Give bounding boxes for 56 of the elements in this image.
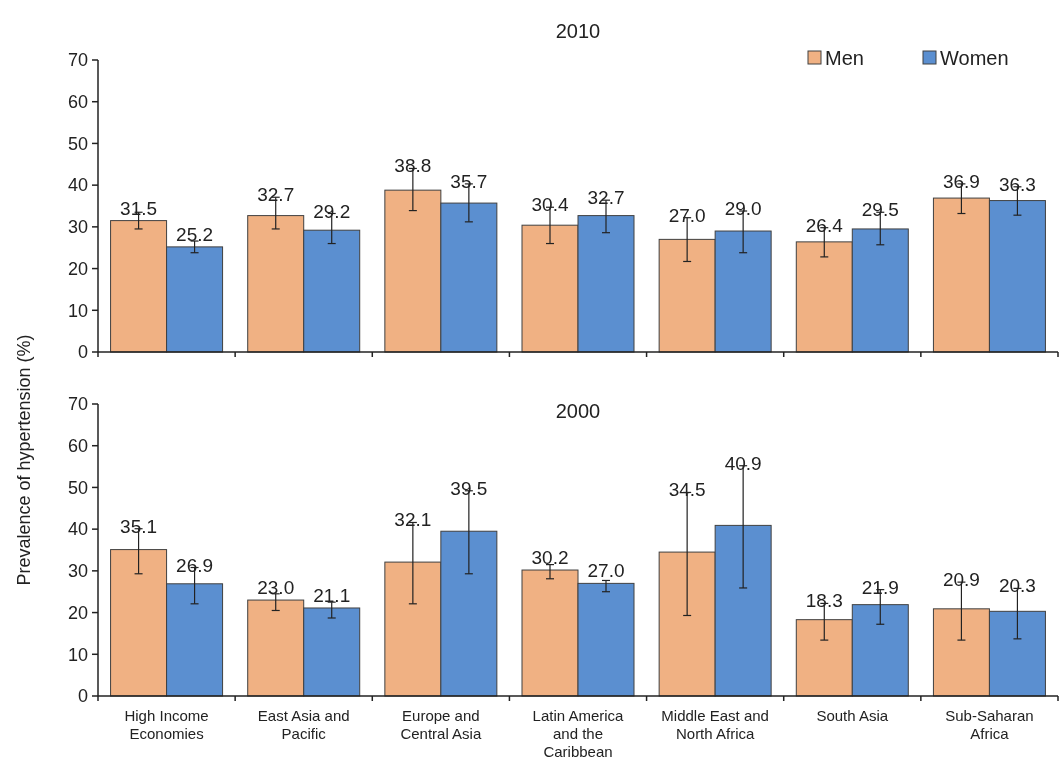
data-label: 29.5	[861, 199, 899, 221]
data-label: 39.5	[450, 477, 488, 499]
y-tick-label: 10	[67, 300, 88, 321]
data-label: 30.4	[531, 194, 569, 216]
data-label: 32.7	[587, 187, 625, 209]
x-tick-label: Latin America and the Caribbean	[532, 707, 625, 760]
data-label: 34.5	[668, 479, 706, 501]
data-label: 40.9	[724, 452, 762, 474]
data-label: 21.9	[861, 576, 899, 598]
data-label: 23.0	[257, 577, 295, 599]
x-tick-label: South Asia	[816, 707, 889, 724]
data-label: 32.1	[394, 509, 432, 531]
y-tick-label: 70	[67, 394, 88, 415]
data-label: 31.5	[120, 197, 158, 219]
data-label: 32.7	[257, 184, 295, 206]
y-tick-label: 10	[67, 644, 88, 665]
data-label: 26.9	[176, 554, 214, 576]
data-label: 36.9	[942, 170, 980, 192]
x-tick-label: Middle East and North Africa	[661, 707, 769, 742]
data-label: 29.2	[313, 200, 351, 222]
data-label: 38.8	[394, 155, 432, 177]
x-tick-label: East Asia and Pacific	[257, 707, 350, 742]
data-label: 30.2	[531, 547, 569, 569]
x-tick-label: High Income Economies	[124, 707, 209, 742]
y-tick-label: 40	[67, 519, 88, 540]
data-label: 27.0	[668, 204, 706, 226]
x-tick-label: Europe and Central Asia	[400, 707, 482, 742]
y-tick-label: 30	[67, 217, 88, 238]
y-tick-label: 20	[67, 258, 88, 279]
y-tick-label: 30	[67, 561, 88, 582]
chart-title: 2000	[555, 400, 601, 422]
chart-title: 2010	[555, 20, 601, 42]
data-label: 27.0	[587, 560, 625, 582]
y-tick-label: 50	[67, 133, 88, 154]
y-tick-label: 20	[67, 602, 88, 623]
y-tick-label: 40	[67, 175, 88, 196]
legend-label: Women	[940, 47, 1009, 69]
y-tick-label: 0	[77, 686, 88, 707]
y-tick-label: 60	[67, 436, 88, 457]
data-label: 21.1	[313, 584, 351, 606]
y-tick-label: 50	[67, 477, 88, 498]
y-tick-label: 0	[77, 342, 88, 363]
legend-label: Men	[825, 47, 864, 69]
data-label: 35.1	[120, 515, 158, 537]
data-label: 20.9	[942, 569, 980, 591]
y-tick-label: 70	[67, 50, 88, 71]
data-label: 35.7	[450, 170, 488, 192]
y-tick-label: 60	[67, 92, 88, 113]
x-tick-label: Sub-Saharan Africa	[945, 707, 1034, 742]
data-label: 29.0	[724, 198, 762, 220]
data-label: 20.3	[998, 575, 1036, 597]
data-label: 25.2	[176, 223, 214, 245]
data-label: 18.3	[805, 590, 843, 612]
y-axis-title: Prevalence of hypertension (%)	[14, 334, 34, 586]
data-label: 26.4	[805, 214, 844, 236]
data-label: 36.3	[998, 173, 1036, 195]
